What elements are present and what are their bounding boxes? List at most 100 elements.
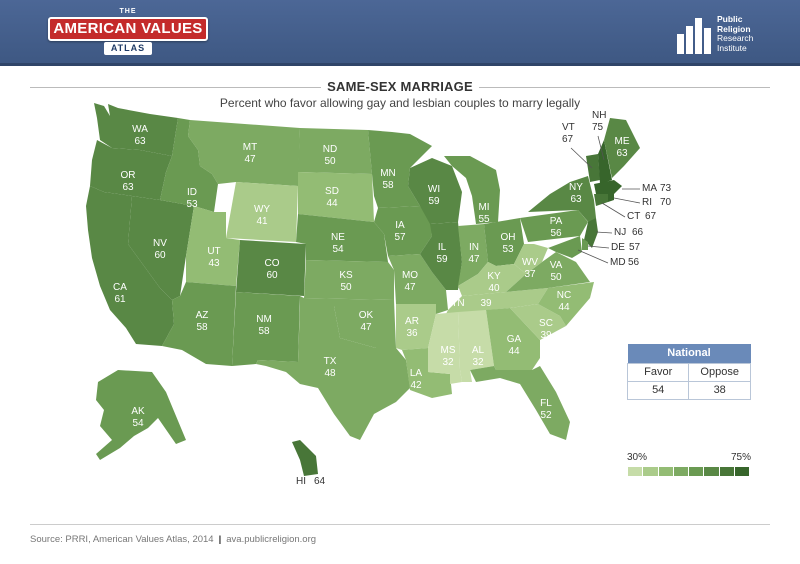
state-label-md: MD	[610, 257, 626, 268]
state-sd[interactable]	[298, 172, 374, 222]
leader-lines	[570, 135, 641, 264]
state-label-in: IN	[469, 242, 479, 253]
state-label-wa: WA	[132, 124, 148, 135]
state-ms[interactable]	[428, 312, 462, 384]
logo-the-text: THE	[119, 8, 137, 15]
state-fl[interactable]	[470, 366, 570, 440]
state-value-nm: 58	[258, 326, 270, 337]
state-value-az: 58	[196, 322, 208, 333]
state-value-co: 60	[266, 270, 278, 281]
state-label-mn: MN	[380, 168, 396, 179]
state-mt[interactable]	[188, 120, 300, 186]
state-me[interactable]	[604, 118, 640, 178]
state-value-va: 50	[550, 272, 562, 283]
state-in[interactable]	[458, 224, 488, 286]
state-al[interactable]	[458, 310, 494, 382]
state-label-nm: NM	[256, 314, 272, 325]
state-ak[interactable]	[96, 370, 186, 460]
state-nj[interactable]	[584, 218, 598, 248]
state-label-ky: KY	[487, 271, 501, 282]
state-nc[interactable]	[538, 282, 594, 326]
state-hi[interactable]	[292, 440, 318, 476]
state-value-nj: 66	[632, 227, 644, 238]
state-mo[interactable]	[388, 254, 448, 314]
state-label-ms: MS	[441, 345, 456, 356]
state-value-ak: 54	[132, 418, 144, 429]
state-ma[interactable]	[594, 180, 622, 194]
state-ar[interactable]	[396, 304, 436, 350]
logo-banner: AMERICAN VALUES	[48, 17, 208, 41]
state-value-md: 56	[628, 257, 640, 268]
state-value-nc: 44	[558, 302, 570, 313]
state-nv[interactable]	[128, 196, 194, 300]
state-mi[interactable]	[444, 156, 500, 224]
state-value-ne: 54	[332, 244, 344, 255]
source-url[interactable]: ava.publicreligion.org	[226, 534, 317, 545]
state-label-sc: SC	[539, 318, 553, 329]
state-label-co: CO	[265, 258, 280, 269]
state-value-ms: 32	[442, 357, 454, 368]
state-ia[interactable]	[374, 206, 432, 256]
state-ct[interactable]	[594, 194, 608, 206]
state-label-nj: NJ	[614, 227, 626, 238]
state-az[interactable]	[162, 282, 236, 366]
state-nd[interactable]	[298, 128, 372, 174]
state-label-ma: MA	[642, 183, 657, 194]
state-tn[interactable]	[446, 288, 548, 314]
state-wi[interactable]	[408, 158, 462, 224]
state-ne[interactable]	[296, 214, 388, 262]
state-value-ks: 50	[340, 282, 352, 293]
state-value-wi: 59	[428, 196, 440, 207]
state-ca[interactable]	[86, 186, 174, 346]
state-wv[interactable]	[514, 244, 548, 274]
state-label-ny: NY	[569, 182, 583, 193]
state-va[interactable]	[506, 252, 590, 292]
state-ky[interactable]	[458, 262, 526, 296]
state-value-ia: 57	[394, 232, 406, 243]
state-value-hi: 64	[314, 476, 326, 487]
state-ok[interactable]	[300, 296, 396, 348]
state-or[interactable]	[90, 140, 172, 200]
state-value-ok: 47	[360, 322, 372, 333]
prri-logo[interactable]: Public Religion Research Institute	[676, 10, 786, 56]
state-label-wv: WV	[522, 257, 538, 268]
state-pa[interactable]	[520, 210, 588, 242]
state-ut[interactable]	[186, 206, 240, 286]
state-value-sc: 39	[540, 330, 552, 341]
state-ri[interactable]	[608, 194, 614, 202]
state-wa[interactable]	[94, 103, 178, 156]
state-value-oh: 53	[502, 244, 514, 255]
footer: Source: PRRI, American Values Atlas, 201…	[30, 534, 317, 545]
state-ks[interactable]	[304, 260, 394, 300]
oppose-label: Oppose	[688, 362, 751, 382]
state-value-nd: 50	[324, 156, 336, 167]
state-oh[interactable]	[484, 218, 524, 266]
prri-name: Public Religion Research Institute	[717, 14, 754, 53]
state-de[interactable]	[582, 238, 588, 250]
state-label-fl: FL	[540, 398, 552, 409]
state-co[interactable]	[236, 240, 306, 296]
state-wy[interactable]	[226, 182, 298, 242]
state-value-ri: 70	[660, 197, 672, 208]
state-il[interactable]	[420, 222, 462, 290]
state-ga[interactable]	[486, 308, 540, 370]
state-md[interactable]	[548, 236, 582, 258]
state-value-ga: 44	[508, 346, 520, 357]
state-la[interactable]	[402, 348, 452, 398]
state-ny[interactable]	[528, 176, 596, 224]
state-sc[interactable]	[510, 304, 566, 340]
state-vt[interactable]	[586, 154, 600, 182]
state-nm[interactable]	[232, 292, 300, 366]
state-value-mo: 47	[404, 282, 416, 293]
state-value-or: 63	[122, 182, 134, 193]
state-value-ky: 40	[488, 283, 500, 294]
state-mn[interactable]	[368, 130, 432, 208]
state-tx[interactable]	[256, 306, 410, 440]
state-value-nv: 60	[154, 250, 166, 261]
state-value-sd: 44	[326, 198, 338, 209]
state-id[interactable]	[160, 118, 218, 212]
american-values-atlas-logo[interactable]: THE AMERICAN VALUES ATLAS	[48, 8, 208, 60]
state-value-nh: 75	[592, 122, 604, 133]
oppose-value: 38	[688, 380, 751, 400]
